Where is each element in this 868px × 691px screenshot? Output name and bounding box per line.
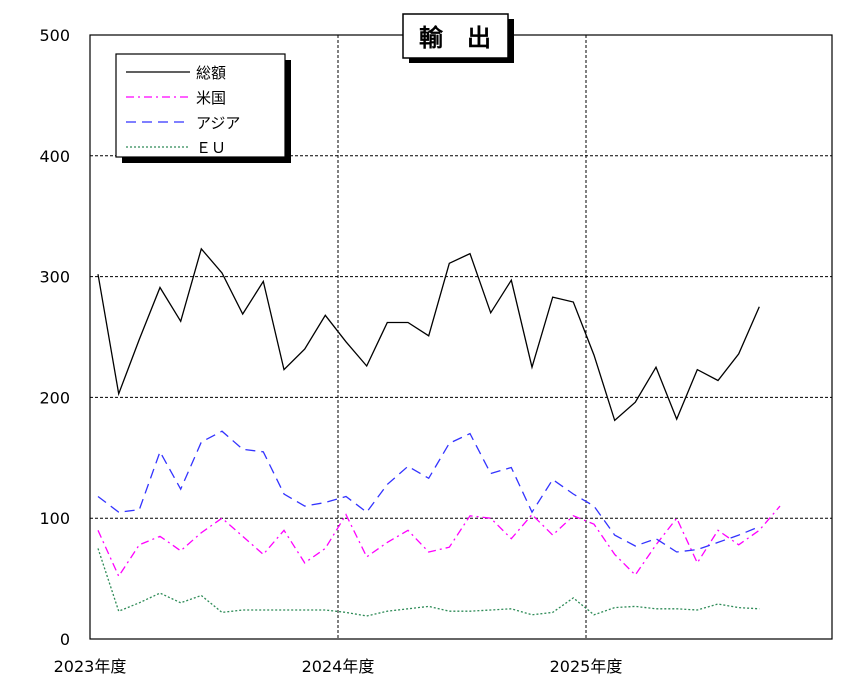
chart-title: 輸 出 xyxy=(419,24,491,52)
y-tick-label: 100 xyxy=(39,509,70,528)
series-line-0 xyxy=(97,247,760,422)
series-line-2 xyxy=(97,430,760,553)
x-axis-ticks: 2023年度 2024年度 2025年度 xyxy=(54,657,623,676)
legend-label: アジア xyxy=(196,114,240,132)
x-tick-label: 2023年度 xyxy=(54,657,127,676)
x-tick-label: 2025年度 xyxy=(550,657,623,676)
y-tick-label: 500 xyxy=(39,26,70,45)
x-tick-label: 2024年度 xyxy=(302,657,375,676)
legend-label: 総額 xyxy=(196,64,226,82)
y-tick-label: 300 xyxy=(39,268,70,287)
chart-title-box: 輸 出 xyxy=(402,13,514,63)
y-tick-label: 400 xyxy=(39,147,70,166)
y-tick-label: 0 xyxy=(60,630,70,649)
y-axis-ticks: 0 100 200 300 400 500 xyxy=(39,26,70,649)
legend-frame xyxy=(115,53,286,158)
y-tick-label: 200 xyxy=(39,388,70,407)
legend-label: 米国 xyxy=(196,89,226,107)
series-line-1 xyxy=(97,505,781,578)
series-line-3 xyxy=(97,548,760,617)
grid-lines xyxy=(90,35,832,639)
series-lines xyxy=(97,247,781,617)
legend-label: ＥＵ xyxy=(196,139,226,157)
chart-title-frame xyxy=(402,13,509,59)
